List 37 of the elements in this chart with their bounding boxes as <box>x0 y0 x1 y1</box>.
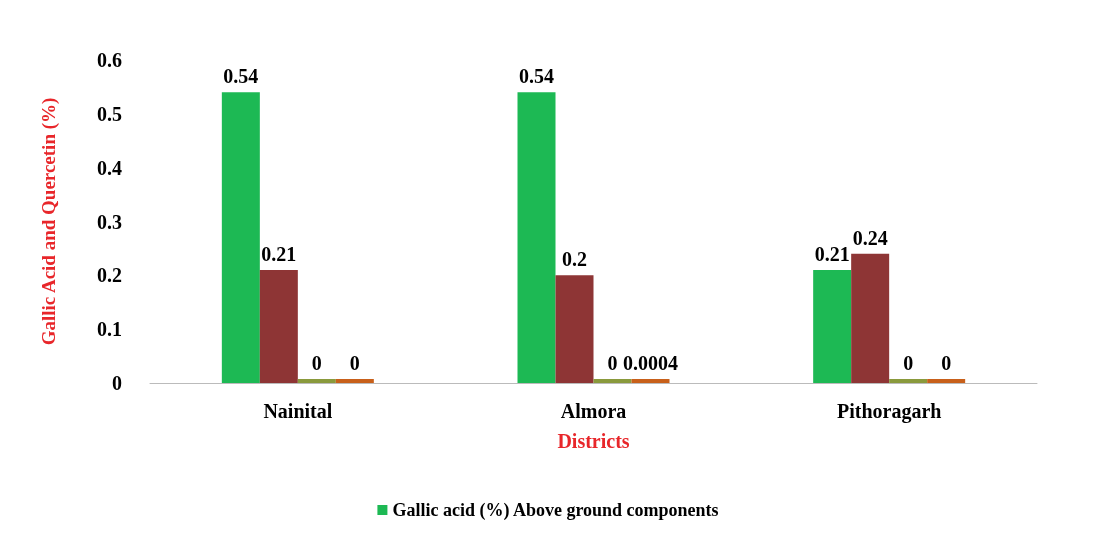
data-label: 0 <box>349 352 360 374</box>
y-axis-title: Gallic Acid and Quercetin (%) <box>38 97 60 346</box>
data-label: 0 <box>941 352 952 374</box>
data-label: 0.24 <box>852 226 888 249</box>
data-label: 0.21 <box>814 242 850 265</box>
bar <box>631 379 670 383</box>
x-axis-title: Districts <box>557 430 630 452</box>
bar <box>851 253 890 383</box>
y-tick-label: 0.1 <box>97 318 122 341</box>
y-tick-label: 0 <box>112 372 122 394</box>
y-tick-label: 0.4 <box>97 156 122 179</box>
bar <box>555 275 594 383</box>
bar <box>259 269 298 383</box>
data-label: 0 <box>607 352 618 374</box>
bar <box>927 379 966 383</box>
bar <box>297 379 336 383</box>
y-tick-label: 0.3 <box>97 210 122 233</box>
bar <box>221 92 260 383</box>
legend-label: Gallic acid (%) Above ground components <box>392 500 719 521</box>
data-label: 0.0004 <box>623 352 678 374</box>
y-tick-label: 0.5 <box>97 102 122 125</box>
x-tick-label: Nainital <box>263 400 333 422</box>
bar <box>517 92 556 383</box>
data-label: 0 <box>311 352 322 374</box>
bar <box>813 269 852 383</box>
x-tick-label: Pithoragarh <box>836 400 942 423</box>
y-tick-label: 0.6 <box>97 49 122 71</box>
bar <box>335 379 374 383</box>
data-label: 0.54 <box>223 65 259 88</box>
data-label: 0 <box>903 352 914 374</box>
x-tick-label: Almora <box>560 400 627 422</box>
y-tick-label: 0.2 <box>97 264 122 287</box>
data-label: 0.54 <box>519 65 554 88</box>
data-label: 0.2 <box>562 248 587 271</box>
bar <box>593 379 632 383</box>
bar <box>889 379 928 383</box>
data-label: 0.21 <box>261 242 297 265</box>
